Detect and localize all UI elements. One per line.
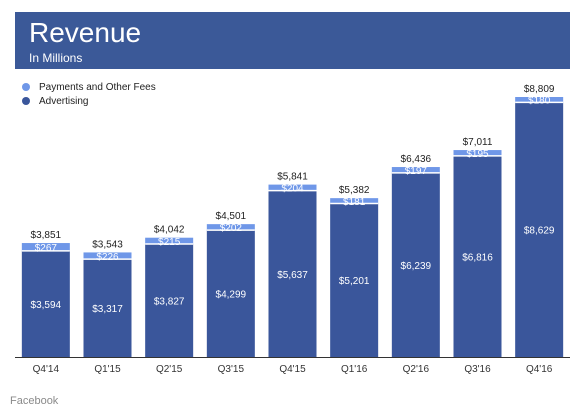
x-tick-label: Q3'16 (464, 364, 491, 375)
bar-payments (391, 167, 440, 173)
bar-payments (268, 184, 317, 191)
legend-dot-payments (22, 83, 30, 91)
chart-header: Revenue In Millions (15, 12, 570, 69)
data-label-total: $6,436 (401, 154, 432, 165)
data-label-payments: $195 (466, 149, 489, 160)
bar-payments (145, 237, 194, 245)
data-label-advertising: $5,637 (277, 270, 308, 281)
data-label-total: $5,841 (277, 172, 308, 183)
legend-label-payments: Payments and Other Fees (39, 81, 156, 93)
bar-payments (453, 150, 502, 156)
legend-label-advertising: Advertising (39, 95, 89, 107)
bar-advertising (206, 230, 255, 357)
chart-subtitle: In Millions (29, 51, 83, 65)
data-label-payments: $226 (96, 252, 119, 263)
bar-advertising (515, 102, 564, 357)
data-label-total: $3,851 (31, 230, 62, 241)
source-label: Facebook (10, 395, 59, 407)
x-tick-label: Q4'14 (33, 364, 60, 375)
data-label-payments: $267 (35, 243, 58, 254)
data-label-payments: $180 (528, 96, 551, 107)
x-tick-label: Q1'15 (94, 364, 121, 375)
data-label-total: $5,382 (339, 185, 370, 196)
legend-item-payments: Payments and Other Fees (22, 80, 156, 94)
data-label-advertising: $6,239 (401, 261, 432, 272)
bar-advertising (391, 172, 440, 357)
legend: Payments and Other Fees Advertising (22, 80, 156, 108)
bar-advertising (83, 259, 132, 357)
data-label-advertising: $6,816 (462, 252, 493, 263)
bar-advertising (453, 155, 502, 357)
bar-payments (515, 97, 564, 103)
x-tick-label: Q4'15 (279, 364, 306, 375)
legend-item-advertising: Advertising (22, 94, 156, 108)
x-tick-label: Q2'16 (403, 364, 430, 375)
data-label-advertising: $5,201 (339, 276, 370, 287)
bar-advertising (330, 203, 379, 357)
data-label-payments: $202 (220, 223, 243, 234)
data-label-total: $4,501 (216, 211, 247, 222)
data-label-total: $7,011 (463, 137, 493, 148)
bar-advertising (268, 190, 317, 357)
data-label-payments: $204 (281, 184, 304, 195)
bar-payments (21, 243, 70, 251)
data-label-payments: $181 (343, 197, 366, 208)
data-label-total: $3,543 (92, 239, 123, 250)
data-label-advertising: $4,299 (216, 290, 247, 301)
x-tick-label: Q4'16 (526, 364, 553, 375)
bar-advertising (145, 244, 194, 357)
bar-payments (83, 252, 132, 260)
data-label-advertising: $3,827 (154, 297, 185, 308)
data-label-advertising: $3,317 (92, 304, 123, 315)
data-label-total: $8,809 (524, 84, 555, 95)
data-label-advertising: $8,629 (524, 226, 555, 237)
x-tick-label: Q1'16 (341, 364, 368, 375)
data-label-advertising: $3,594 (31, 300, 62, 311)
chart-title: Revenue (29, 17, 142, 48)
revenue-bar-chart: $3,594 $267 $3,851 Q4'14 $3,317 $226 $3,543 Q1'… (15, 84, 570, 375)
bar-payments (330, 198, 379, 204)
legend-dot-advertising (22, 97, 30, 105)
x-tick-label: Q2'15 (156, 364, 183, 375)
data-label-payments: $215 (158, 237, 181, 248)
bar-payments (206, 224, 255, 231)
bar-advertising (21, 250, 70, 357)
x-tick-label: Q3'15 (218, 364, 245, 375)
data-label-payments: $197 (405, 166, 428, 177)
data-label-total: $4,042 (154, 225, 185, 236)
